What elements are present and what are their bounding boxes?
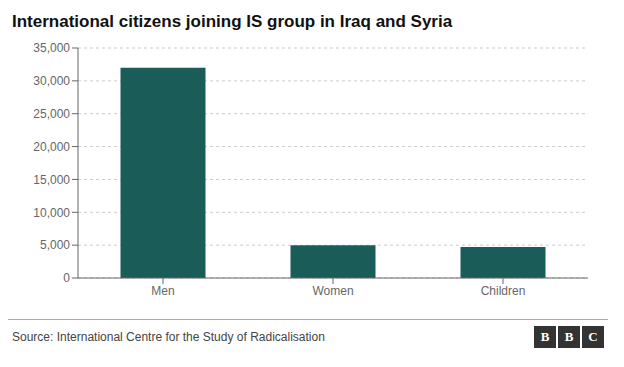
svg-text:30,000: 30,000: [33, 74, 70, 88]
svg-text:35,000: 35,000: [33, 41, 70, 55]
svg-text:Children: Children: [481, 284, 526, 298]
svg-text:10,000: 10,000: [33, 206, 70, 220]
html-text:International citizens joining: International citizens joining IS group …: [12, 12, 453, 31]
svg-text:Men: Men: [151, 284, 174, 298]
svg-text:5,000: 5,000: [40, 238, 70, 252]
svg-text:15,000: 15,000: [33, 173, 70, 187]
html-text:B: B: [564, 329, 574, 344]
svg-text:20,000: 20,000: [33, 140, 70, 154]
svg-text:0: 0: [63, 271, 70, 285]
html-text:C: C: [588, 329, 598, 344]
svg-text:25,000: 25,000: [33, 107, 70, 121]
svg-text:Women: Women: [312, 284, 353, 298]
html-text:Source: International Centre f: Source: International Centre for the Stu…: [12, 330, 325, 344]
html-text:B: B: [540, 329, 550, 344]
